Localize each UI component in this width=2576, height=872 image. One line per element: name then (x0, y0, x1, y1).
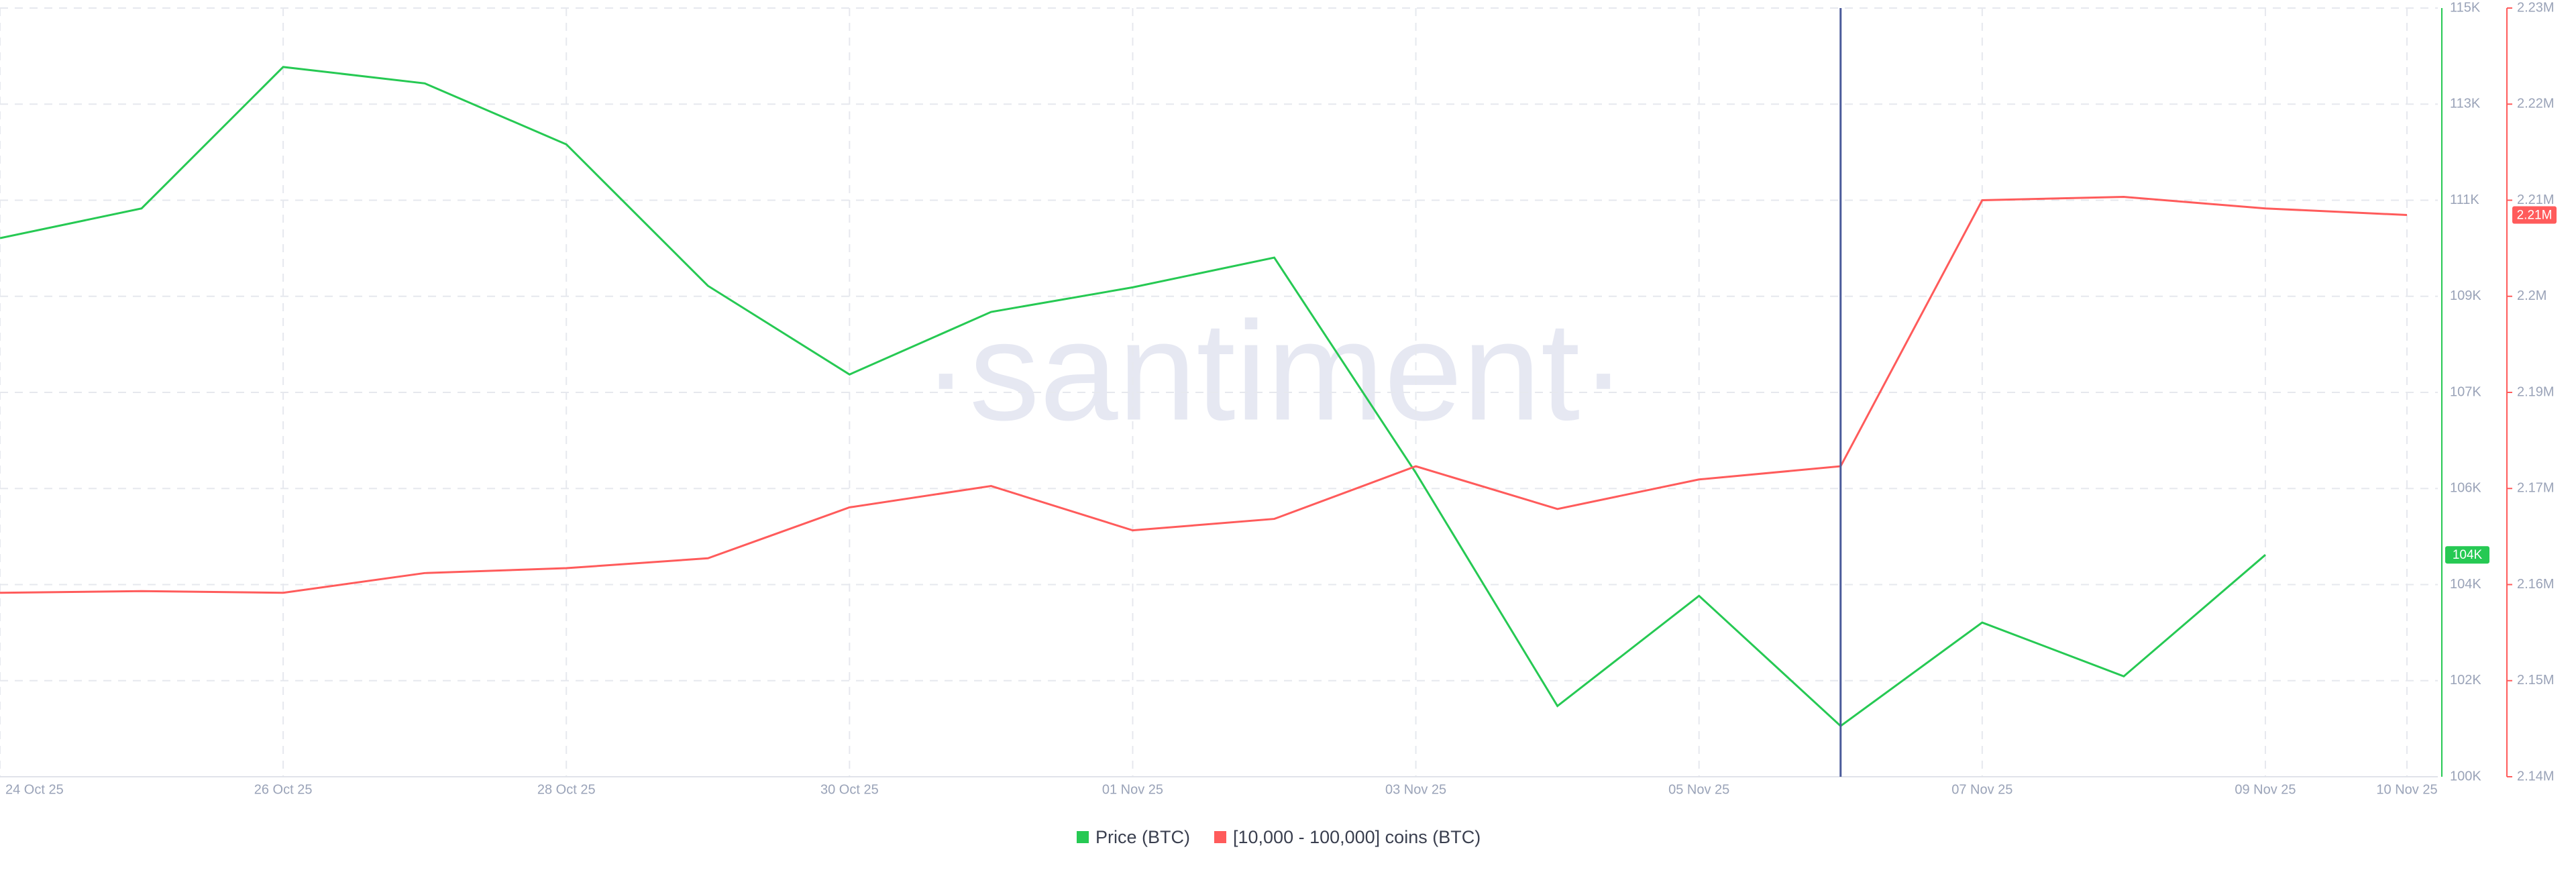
x-tick-label: 24 Oct 25 (5, 782, 64, 797)
legend: Price (BTC) [10,000 - 100,000] coins (BTC… (1077, 827, 1481, 847)
watermark: ·santiment· (922, 292, 1627, 449)
y2-tick-label: 2.23M (2517, 0, 2555, 15)
x-tick-label: 01 Nov 25 (1102, 782, 1163, 797)
y2-tick-label: 2.14M (2517, 769, 2555, 783)
y-tick-label: 107K (2450, 384, 2481, 399)
y2-tick-label: 2.16M (2517, 577, 2555, 592)
legend-label: Price (BTC) (1095, 827, 1190, 847)
last-value-label: 2.21M (2517, 209, 2553, 223)
x-tick-label: 10 Nov 25 (2376, 782, 2437, 797)
y2-tick-label: 2.17M (2517, 481, 2555, 496)
y-tick-label: 109K (2450, 288, 2481, 303)
y-tick-label: 106K (2450, 481, 2481, 496)
y-tick-label: 111K (2450, 193, 2479, 207)
y2-tick-label: 2.21M (2517, 193, 2555, 207)
legend-swatch (1214, 831, 1226, 843)
y2-tick-label: 2.15M (2517, 673, 2555, 688)
last-value-label: 104K (2453, 548, 2483, 562)
series-line (0, 66, 2266, 728)
y2-tick-label: 2.19M (2517, 384, 2555, 399)
last-value-badge (2445, 546, 2489, 564)
x-tick-label: 28 Oct 25 (537, 782, 596, 797)
x-tick-label: 26 Oct 25 (254, 782, 313, 797)
y-tick-label: 102K (2450, 673, 2481, 688)
series-line (0, 196, 2408, 594)
legend-swatch (1077, 831, 1089, 843)
y-tick-label: 113K (2450, 97, 2481, 111)
y-tick-label: 100K (2450, 769, 2481, 783)
y2-tick-label: 2.2M (2517, 288, 2546, 303)
x-tick-label: 03 Nov 25 (1385, 782, 1446, 797)
x-tick-label: 09 Nov 25 (2235, 782, 2296, 797)
y-tick-label: 115K (2450, 0, 2481, 15)
y-tick-label: 104K (2450, 577, 2481, 592)
y2-tick-label: 2.22M (2517, 97, 2555, 111)
x-tick-label: 30 Oct 25 (820, 782, 879, 797)
last-value-badge (2512, 206, 2557, 224)
legend-label: [10,000 - 100,000] coins (BTC) (1233, 827, 1481, 847)
x-tick-label: 05 Nov 25 (1668, 782, 1729, 797)
x-tick-label: 07 Nov 25 (1951, 782, 2012, 797)
